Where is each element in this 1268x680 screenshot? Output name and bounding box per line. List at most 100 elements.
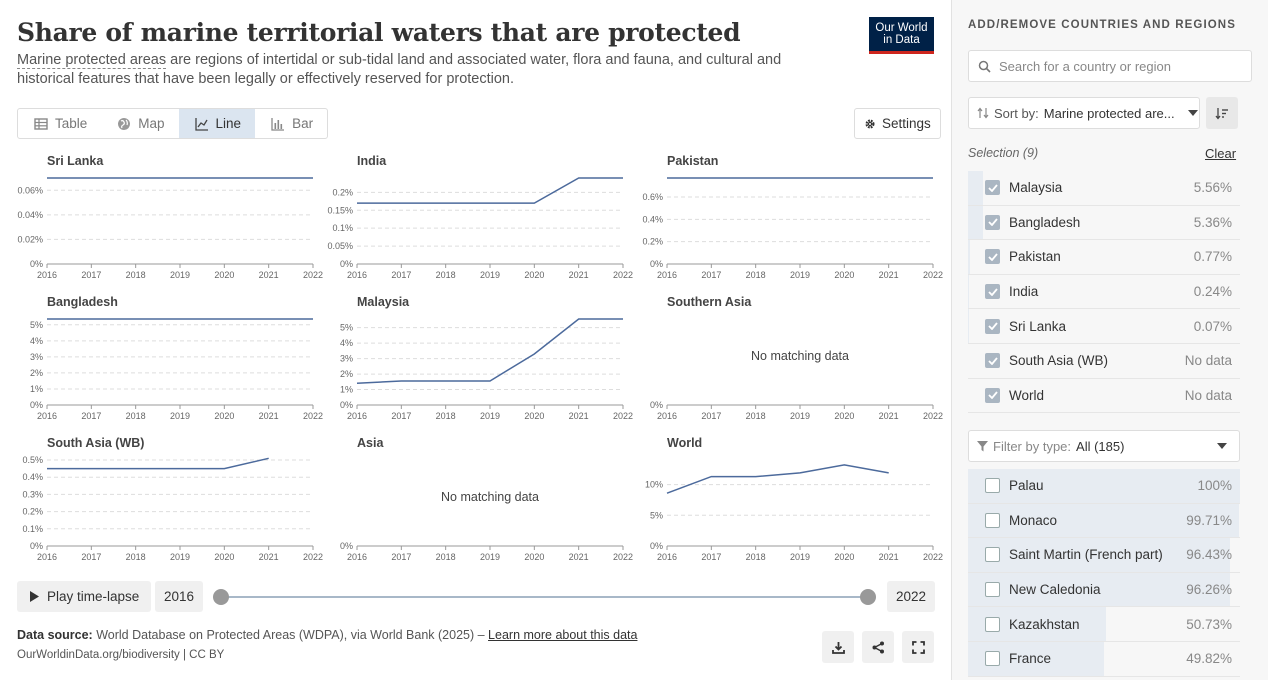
clear-selection-button[interactable]: Clear <box>1205 146 1237 161</box>
entity-checkbox[interactable] <box>985 318 1000 334</box>
x-tick-label: 2017 <box>391 552 411 562</box>
y-tick-label: 0% <box>30 541 43 551</box>
y-tick-label: 0.2% <box>642 237 663 247</box>
x-tick-label: 2017 <box>701 411 721 421</box>
entity-checkbox[interactable] <box>985 249 1000 265</box>
entity-row[interactable]: Kazakhstan 50.73% <box>968 607 1240 642</box>
x-tick-label: 2019 <box>480 270 500 280</box>
entity-row[interactable]: World No data <box>968 379 1240 414</box>
x-tick-label: 2018 <box>126 270 146 280</box>
owid-logo[interactable]: Our World in Data <box>869 17 934 54</box>
filter-label: Filter by type: <box>993 438 1072 454</box>
entity-row[interactable]: Palau 100% <box>968 469 1240 504</box>
entity-checkbox[interactable] <box>985 284 1000 300</box>
filter-type-dropdown[interactable]: Filter by type: All (185) <box>968 430 1240 462</box>
panel-title-bangladesh: Bangladesh <box>47 295 118 309</box>
entity-row[interactable]: South Asia (WB) No data <box>968 344 1240 379</box>
line-chart-icon <box>194 117 208 131</box>
entity-name: World <box>1009 387 1045 403</box>
entity-row[interactable]: Malaysia 5.56% <box>968 171 1240 206</box>
sort-label: Sort by: <box>994 105 1039 121</box>
entity-checkbox[interactable] <box>985 582 1000 598</box>
timeline-start-handle[interactable] <box>213 589 229 605</box>
tab-map[interactable]: Map <box>101 109 178 138</box>
share-icon <box>872 641 884 653</box>
x-tick-label: 2021 <box>879 411 899 421</box>
x-tick-label: 2021 <box>569 411 589 421</box>
subtitle-link[interactable]: Marine protected areas <box>17 52 167 69</box>
entity-checkbox[interactable] <box>985 651 1000 667</box>
x-tick-label: 2017 <box>391 411 411 421</box>
x-tick-label: 2019 <box>790 270 810 280</box>
play-timelapse-button[interactable]: Play time-lapse <box>17 581 152 612</box>
tab-line[interactable]: Line <box>178 109 256 138</box>
value-bar <box>968 469 1240 503</box>
entity-name: India <box>1009 284 1039 300</box>
entity-row[interactable]: Sri Lanka 0.07% <box>968 309 1240 344</box>
entity-checkbox[interactable] <box>985 616 1000 632</box>
series-line-malaysia <box>356 318 623 385</box>
y-tick-label: 0.1% <box>22 524 43 534</box>
download-icon <box>831 641 845 654</box>
entity-checkbox[interactable] <box>985 478 1000 494</box>
entity-checkbox[interactable] <box>985 353 1000 369</box>
view-tabs: Table Map Line Bar <box>17 108 329 139</box>
tab-bar-label: Bar <box>292 116 314 131</box>
share-button[interactable] <box>862 631 894 663</box>
gear-icon <box>865 118 875 129</box>
entity-row[interactable]: New Caledonia 96.26% <box>968 572 1240 608</box>
entity-row[interactable]: Pakistan 0.77% <box>968 240 1240 275</box>
download-button[interactable] <box>822 631 854 663</box>
entity-row[interactable]: India 0.24% <box>968 274 1240 310</box>
panel-title-india: India <box>357 154 387 168</box>
check-icon <box>987 391 998 400</box>
x-tick-label: 2022 <box>613 552 633 562</box>
y-tick-label: 1% <box>340 385 353 395</box>
entity-row[interactable]: Saint Martin (French part) 96.43% <box>968 538 1240 573</box>
tab-bar[interactable]: Bar <box>255 109 327 138</box>
small-multiples-chart: Sri Lanka 0% 0.02% 0.04% 0.06% 2016 2017 2018 20… <box>17 154 943 562</box>
source-text: World Database on Protected Areas (WDPA)… <box>92 628 489 642</box>
timeline-end-handle[interactable] <box>860 589 876 605</box>
entity-row[interactable]: France 49.82% <box>968 641 1240 677</box>
sort-direction-button[interactable] <box>1206 97 1238 129</box>
entity-checkbox[interactable] <box>985 547 1000 563</box>
entity-checkbox[interactable] <box>985 387 1000 403</box>
entity-value: 50.73% <box>1186 616 1232 632</box>
x-tick-label: 2020 <box>214 411 234 421</box>
x-tick-label: 2020 <box>834 411 854 421</box>
y-tick-label: 0.05% <box>327 241 353 251</box>
entity-value: 0.07% <box>1193 318 1232 334</box>
country-search-input[interactable] <box>999 58 1239 74</box>
sort-dropdown[interactable]: Sort by: Marine protected are... <box>968 97 1200 129</box>
entity-checkbox[interactable] <box>985 214 1000 230</box>
entity-row[interactable]: Bangladesh 5.36% <box>968 205 1240 241</box>
entity-value: 100% <box>1197 478 1232 494</box>
tab-line-label: Line <box>215 116 242 131</box>
fullscreen-button[interactable] <box>902 631 934 663</box>
x-tick-label: 2020 <box>524 270 544 280</box>
tab-table[interactable]: Table <box>18 109 101 138</box>
x-tick-label: 2021 <box>879 270 899 280</box>
start-year: 2016 <box>155 581 204 612</box>
settings-label: Settings <box>882 116 931 131</box>
entity-name: Kazakhstan <box>1009 616 1080 632</box>
entity-row[interactable]: Monaco 99.71% <box>968 503 1240 539</box>
panel-title-asia: Asia <box>357 436 384 450</box>
entity-checkbox[interactable] <box>985 180 1000 196</box>
learn-more-link[interactable]: Learn more about this data <box>488 628 638 642</box>
x-tick-label: 2019 <box>480 411 500 421</box>
timeline-slider-track[interactable] <box>221 596 868 598</box>
x-tick-label: 2016 <box>347 552 367 562</box>
y-tick-label: 0.6% <box>642 192 663 202</box>
y-tick-label: 4% <box>30 336 43 346</box>
check-icon <box>987 184 998 192</box>
entity-checkbox[interactable] <box>985 512 1000 528</box>
panel-title-sri-lanka: Sri Lanka <box>47 154 104 168</box>
settings-button[interactable]: Settings <box>854 108 941 139</box>
footer-url: OurWorldinData.org/biodiversity | CC BY <box>17 649 225 661</box>
x-tick-label: 2019 <box>480 552 500 562</box>
x-tick-label: 2017 <box>81 552 101 562</box>
x-tick-label: 2020 <box>834 270 854 280</box>
panel-title-world: World <box>667 436 702 450</box>
